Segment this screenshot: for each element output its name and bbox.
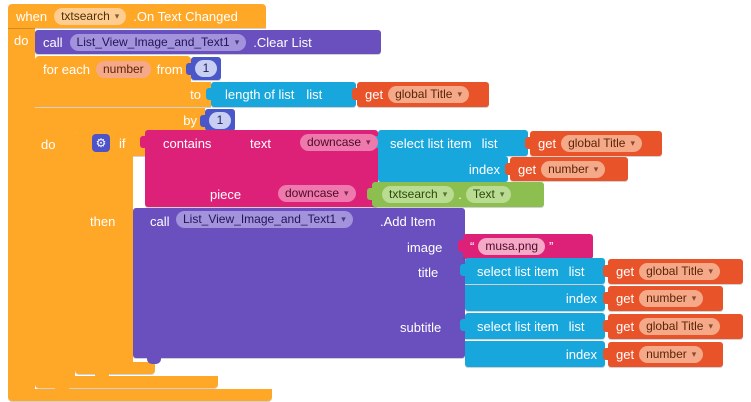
get-number-block-3[interactable]: get number: [603, 342, 723, 367]
get-global-title-block-2[interactable]: get global Title: [525, 131, 662, 156]
get-number-block-2[interactable]: get number: [603, 286, 723, 311]
number-block-from[interactable]: 1: [186, 57, 221, 80]
for-each-to-row[interactable]: to: [35, 82, 211, 107]
for-each-do-label: do: [41, 137, 56, 152]
number-block-by[interactable]: 1: [200, 109, 235, 131]
event-name: .On Text Changed: [133, 8, 238, 24]
index-socket-label: index: [468, 161, 500, 177]
get-keyword: get: [616, 347, 635, 362]
to-label: to: [190, 87, 201, 102]
downcase-dropdown-piece[interactable]: downcase: [278, 185, 356, 202]
property-dropdown-text[interactable]: Text: [465, 186, 512, 203]
for-each-bottom-connector: [55, 388, 69, 394]
add-item-title-socket-label: title: [418, 265, 439, 280]
if-block-spine[interactable]: [75, 156, 133, 362]
select-list-item-label: select list item: [390, 135, 472, 151]
by-label: by: [183, 112, 197, 128]
contains-piece-socket-label: piece: [210, 187, 242, 202]
string-block-musa[interactable]: “ musa.png ”: [458, 234, 593, 259]
get-keyword: get: [365, 87, 384, 102]
for-each-keyword: for each: [43, 61, 90, 77]
select-list-item-block-title[interactable]: select list item list: [460, 258, 605, 284]
contains-label: contains: [163, 136, 212, 151]
select-list-item-index-row-condition[interactable]: index: [378, 156, 508, 182]
if-then-label: then: [90, 214, 116, 229]
for-each-block-bottom[interactable]: [35, 376, 218, 388]
length-of-list-block[interactable]: length of list list: [206, 82, 356, 107]
downcase-dropdown-text[interactable]: downcase: [300, 134, 378, 151]
when-keyword: when: [16, 8, 48, 24]
add-item-image-socket-label: image: [407, 240, 443, 255]
variable-dropdown-global-title[interactable]: global Title: [639, 318, 720, 335]
when-do-label: do: [14, 33, 29, 48]
select-list-item-block-subtitle[interactable]: select list item list: [460, 313, 605, 339]
textbox-text-property-block[interactable]: txtsearch . Text: [367, 182, 544, 207]
get-global-title-block-4[interactable]: get global Title: [603, 314, 743, 339]
loop-variable-field[interactable]: number: [95, 60, 151, 78]
contains-text-socket-label: text: [250, 136, 271, 151]
variable-dropdown-number[interactable]: number: [639, 346, 704, 363]
number-value-field[interactable]: 1: [208, 111, 232, 129]
call-keyword: call: [43, 34, 63, 50]
component-dropdown-listview[interactable]: List_View_Image_and_Text1: [176, 211, 353, 228]
get-keyword: get: [616, 291, 635, 306]
get-keyword: get: [538, 136, 557, 151]
select-list-item-index-row-subtitle[interactable]: index: [465, 341, 605, 367]
index-socket-label: index: [565, 290, 597, 306]
variable-dropdown-global-title[interactable]: global Title: [388, 86, 469, 103]
when-event-block[interactable]: when txtsearch .On Text Changed: [8, 4, 266, 28]
list-socket-label: list: [481, 135, 498, 151]
property-dot: .: [458, 187, 462, 202]
variable-dropdown-global-title[interactable]: global Title: [639, 263, 720, 280]
if-keyword: if: [119, 135, 126, 151]
add-item-bottom-connector: [147, 358, 161, 364]
get-keyword: get: [518, 161, 537, 177]
select-list-item-index-row-title[interactable]: index: [465, 285, 605, 311]
select-list-item-label: select list item: [477, 263, 559, 279]
call-add-item-block[interactable]: [133, 208, 465, 358]
list-socket-label: list: [306, 87, 323, 102]
variable-dropdown-global-title[interactable]: global Title: [561, 135, 642, 152]
mutator-gear-icon[interactable]: [92, 134, 110, 152]
if-block-header[interactable]: if: [75, 130, 145, 156]
variable-dropdown-number[interactable]: number: [541, 160, 606, 178]
list-socket-label: list: [568, 263, 585, 279]
component-dropdown-listview[interactable]: List_View_Image_and_Text1: [69, 33, 247, 51]
when-event-block-bottom[interactable]: [8, 389, 272, 401]
number-value-field[interactable]: 1: [194, 60, 218, 77]
add-item-subtitle-socket-label: subtitle: [400, 320, 442, 335]
variable-dropdown-number[interactable]: number: [639, 290, 704, 307]
when-event-block-spine[interactable]: [8, 28, 35, 390]
component-dropdown-txtsearch[interactable]: txtsearch: [54, 7, 127, 25]
close-quote: ”: [549, 239, 554, 254]
select-list-item-label: select list item: [477, 318, 559, 334]
method-name-clear-list: .Clear List: [253, 34, 312, 50]
list-socket-label: list: [568, 318, 585, 334]
for-each-block-header[interactable]: for each number from: [35, 56, 191, 82]
select-list-item-block-condition[interactable]: select list item list: [373, 130, 528, 156]
get-global-title-block-1[interactable]: get global Title: [352, 82, 489, 107]
call-clear-list-block[interactable]: call List_View_Image_and_Text1 .Clear Li…: [35, 30, 381, 54]
get-keyword: get: [616, 264, 635, 279]
for-each-block-spine[interactable]: [35, 132, 75, 377]
method-name-add-item: .Add Item: [380, 214, 436, 229]
if-bottom-connector: [95, 374, 109, 380]
for-each-by-row[interactable]: by: [35, 108, 205, 132]
component-dropdown-txtsearch[interactable]: txtsearch: [382, 186, 455, 203]
index-socket-label: index: [565, 346, 597, 362]
from-label: from: [156, 61, 183, 77]
get-number-block-1[interactable]: get number: [505, 157, 628, 181]
get-keyword: get: [616, 319, 635, 334]
open-quote: “: [470, 239, 475, 254]
if-block-bottom[interactable]: [75, 362, 155, 374]
length-of-list-label: length of list: [225, 87, 295, 102]
get-global-title-block-3[interactable]: get global Title: [603, 259, 743, 284]
call-keyword: call: [150, 214, 170, 229]
string-text-field[interactable]: musa.png: [478, 238, 546, 255]
